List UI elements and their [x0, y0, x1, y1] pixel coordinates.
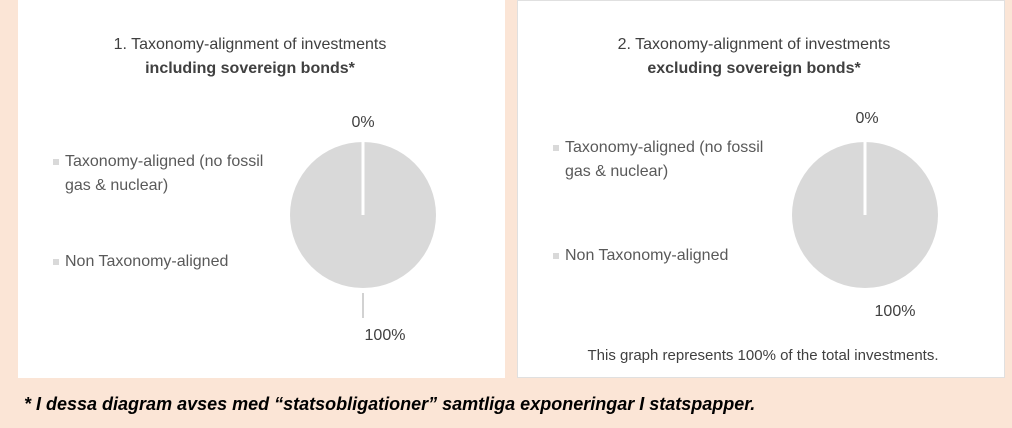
data-label: 0%	[351, 114, 374, 131]
data-label: 0%	[855, 110, 878, 127]
data-label: 100%	[365, 327, 406, 344]
chart-title: 1. Taxonomy-alignment of investments	[113, 36, 387, 53]
chart-title: 2. Taxonomy-alignment of investments	[617, 36, 891, 53]
chart-subtitle: including sovereign bonds*	[145, 60, 355, 77]
chart-subtitle: excluding sovereign bonds*	[647, 60, 861, 77]
legend-label: Taxonomy-aligned (no fossil gas & nuclea…	[565, 139, 764, 180]
legend-marker	[553, 145, 559, 151]
legend-label: Taxonomy-aligned (no fossil gas & nuclea…	[65, 153, 264, 194]
data-label: 100%	[875, 303, 916, 320]
legend-marker	[53, 159, 59, 165]
legend-marker	[53, 259, 59, 265]
note: This graph represents 100% of the total …	[587, 347, 939, 364]
legend-marker	[553, 253, 559, 259]
legend-label: Non Taxonomy-aligned	[565, 247, 729, 264]
legend-label: Non Taxonomy-aligned	[65, 253, 229, 270]
footnote: * I dessa diagram avses med “statsobliga…	[24, 394, 756, 414]
